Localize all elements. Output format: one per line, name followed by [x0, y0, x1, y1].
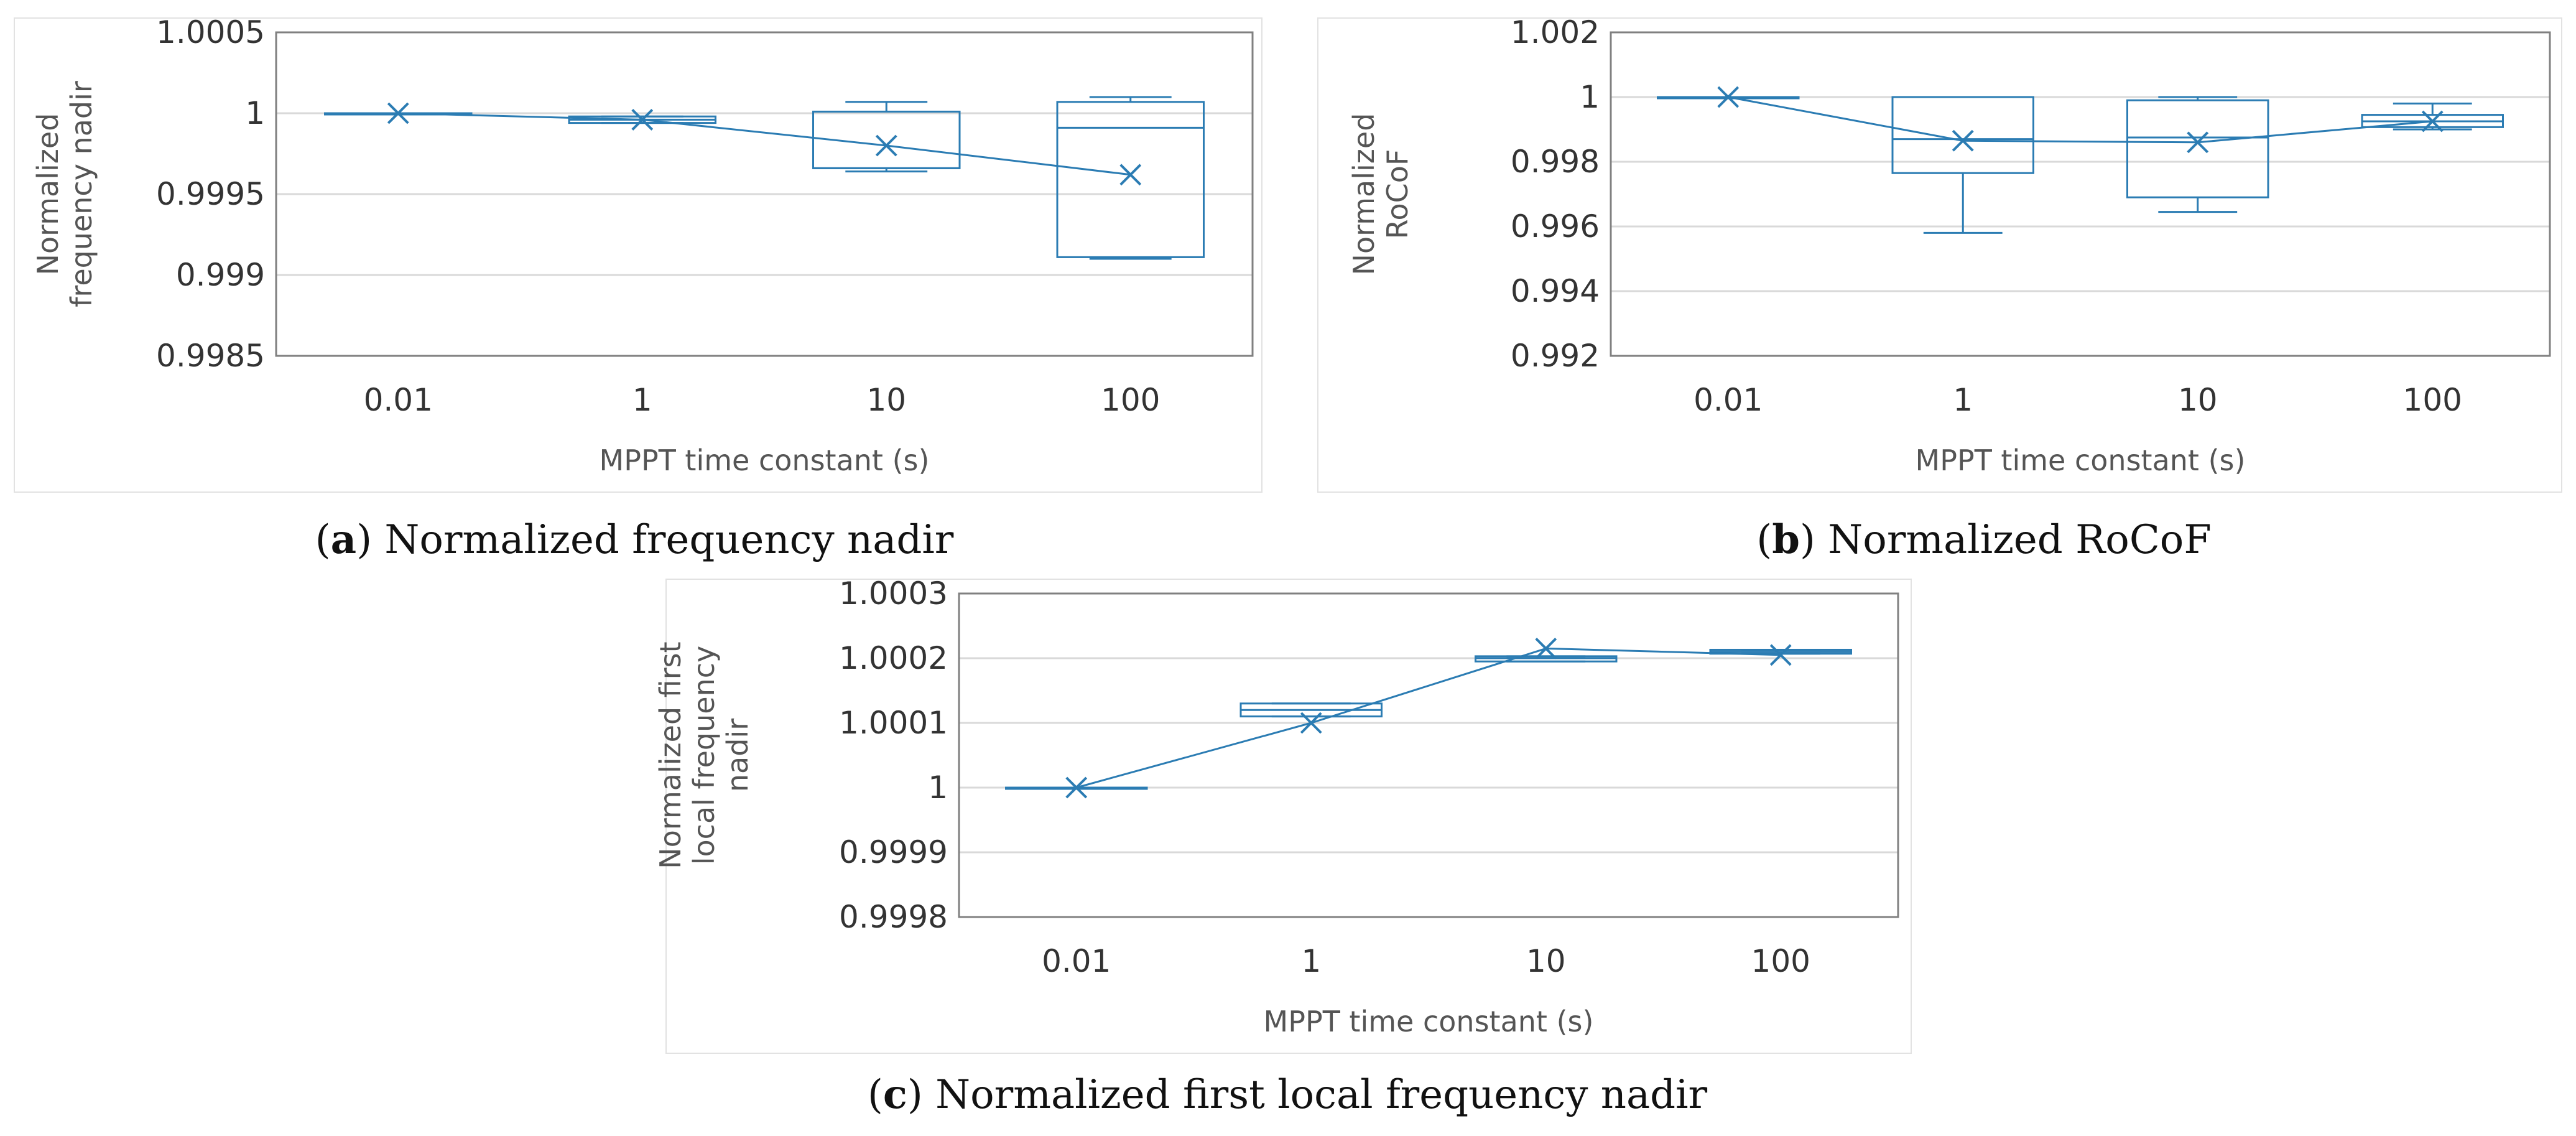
chart-a-y-axis-title: Normalizedfrequency nadir	[31, 81, 98, 307]
chart-b-mean-line	[1728, 96, 2433, 144]
chart-b-y-axis-title-line: Normalized	[1347, 113, 1381, 276]
caption-b: (b) Normalized RoCoF	[1756, 516, 2212, 563]
caption-a: (a) Normalized frequency nadir	[315, 516, 954, 563]
chart-b-box-rect	[1891, 96, 2034, 174]
chart-c-y-tick-label: 0.9998	[839, 899, 948, 935]
chart-c-y-axis-title-line: Normalized first	[654, 641, 687, 868]
chart-a-x-axis-title: MPPT time constant (s)	[600, 444, 930, 477]
chart-a-y-tick-label: 0.999	[176, 257, 265, 293]
chart-b-mean-marker-stroke	[1952, 129, 1974, 152]
chart-a-x-tick-label: 10	[866, 382, 906, 418]
chart-c-mean-marker-stroke	[1769, 644, 1792, 666]
chart-a-y-axis-title-line: frequency nadir	[65, 81, 98, 307]
chart-b-box-rect	[2126, 99, 2269, 198]
chart-a-mean-marker	[1119, 164, 1142, 186]
chart-b-y-axis-title-line: RoCoF	[1381, 149, 1414, 240]
chart-c-svg: 1.0003 1.0002 1.0001 1 0.9999 0.9998 0.01 1 10 10…	[654, 575, 1899, 1038]
chart-b-mean-marker	[1952, 129, 1974, 152]
chart-a-y-tick-label: 0.9985	[156, 338, 265, 374]
chart-c-x-tick-label: 100	[1751, 943, 1810, 979]
chart-c-mean-marker	[1065, 776, 1088, 799]
chart-a-mean-marker-stroke	[875, 134, 897, 157]
chart-c-box-2	[1475, 655, 1618, 663]
chart-panel-a: 1.0005 1 0.9995 0.999 0.9985 0.01 1 10 100 MPPT t…	[14, 14, 1263, 493]
caption-c: (c) Normalized first local frequency nad…	[867, 1071, 1708, 1118]
chart-c-mean-marker	[1300, 712, 1322, 734]
caption-c-letter: c	[883, 1071, 907, 1118]
chart-b-x-tick-label: 100	[2403, 382, 2462, 418]
chart-c-mean-marker-stroke	[1065, 776, 1088, 799]
chart-c-y-tick-label: 1	[928, 770, 948, 806]
chart-c-mean-marker-stroke	[1535, 637, 1557, 659]
chart-c-y-tick-label: 1.0002	[839, 640, 948, 676]
chart-b-x-tick-label: 0.01	[1693, 382, 1763, 418]
chart-c-y-axis-title-line: local frequency	[687, 646, 721, 865]
chart-b-mean-marker	[2187, 131, 2209, 154]
chart-b-mean-marker	[1717, 86, 1740, 108]
chart-a-mean-line	[398, 112, 1131, 176]
chart-b-svg: 1.002 1 0.998 0.996 0.994 0.992 0.01 1 10 100 MPPT…	[1347, 14, 2551, 477]
chart-b-mean-marker-stroke	[2421, 110, 2444, 133]
chart-a-box-3	[1056, 96, 1205, 260]
chart-c-mean-marker-stroke	[1300, 712, 1322, 734]
chart-a-mean-marker-stroke	[387, 102, 409, 124]
chart-a-y-tick-label: 0.9995	[156, 176, 265, 212]
chart-c-y-tick-label: 1.0001	[839, 705, 948, 741]
chart-a-x-tick-label: 100	[1101, 382, 1160, 418]
chart-b-y-axis-title: NormalizedRoCoF	[1347, 113, 1414, 276]
caption-a-letter: a	[330, 516, 357, 563]
chart-c-x-tick-label: 10	[1526, 943, 1566, 979]
chart-a-mean-marker-stroke	[631, 108, 654, 131]
chart-panel-b: 1.002 1 0.998 0.996 0.994 0.992 0.01 1 10 100 MPPT…	[1317, 14, 2562, 493]
chart-a-y-tick-label: 1	[245, 95, 265, 131]
chart-b-mean-marker-stroke	[1717, 86, 1740, 108]
chart-a-y-tick-label: 1.0005	[156, 14, 265, 50]
chart-c-x-tick-label: 0.01	[1042, 943, 1111, 979]
chart-c-y-tick-label: 1.0003	[839, 575, 948, 612]
chart-a-mean-marker	[631, 108, 654, 131]
chart-b-y-tick-label: 0.998	[1511, 144, 1600, 180]
chart-c-plot-area	[958, 592, 1899, 918]
chart-a-mean-marker-stroke	[1119, 164, 1142, 186]
chart-a-plot-area	[275, 31, 1254, 357]
chart-c-y-axis-title-line: nadir	[721, 719, 754, 792]
chart-a-mean-marker	[875, 134, 897, 157]
caption-a-text: Normalized frequency nadir	[384, 517, 954, 563]
chart-a-box-rect	[1056, 101, 1205, 258]
chart-c-mean-marker	[1769, 644, 1792, 666]
caption-b-text: Normalized RoCoF	[1828, 517, 2212, 563]
chart-b-y-tick-label: 0.992	[1511, 338, 1600, 374]
chart-b-plot-area	[1610, 31, 2551, 357]
chart-c-y-axis-title: Normalized firstlocal frequencynadir	[654, 641, 754, 868]
caption-b-letter: b	[1772, 516, 1800, 563]
chart-c-box-1	[1239, 702, 1383, 718]
chart-b-x-tick-label: 1	[1953, 382, 1973, 418]
chart-panel-c: 1.0003 1.0002 1.0001 1 0.9999 0.9998 0.01 1 10 10…	[654, 575, 1912, 1054]
chart-a-x-tick-label: 0.01	[364, 382, 433, 418]
chart-a-x-tick-label: 1	[632, 382, 652, 418]
chart-a-svg: 1.0005 1 0.9995 0.999 0.9985 0.01 1 10 100 MPPT t…	[31, 14, 1254, 477]
chart-b-box-2	[2126, 96, 2269, 213]
chart-b-x-axis-title: MPPT time constant (s)	[1916, 444, 2246, 477]
chart-b-mean-marker-stroke	[2187, 131, 2209, 154]
chart-b-box-1	[1891, 96, 2034, 234]
chart-a-box-2	[812, 101, 961, 173]
chart-b-y-tick-label: 0.994	[1511, 273, 1600, 309]
caption-c-text: Normalized first local frequency nadir	[935, 1072, 1708, 1118]
chart-b-mean-marker	[2421, 110, 2444, 133]
chart-a-y-axis-title-line: Normalized	[31, 113, 65, 276]
chart-b-y-tick-label: 1	[1580, 79, 1600, 115]
chart-b-y-tick-label: 1.002	[1511, 14, 1600, 50]
chart-c-mean-marker	[1535, 637, 1557, 659]
chart-b-y-tick-label: 0.996	[1511, 208, 1600, 244]
chart-c-mean-line	[1076, 647, 1781, 789]
chart-c-x-axis-title: MPPT time constant (s)	[1264, 1005, 1594, 1038]
chart-a-mean-marker	[387, 102, 409, 124]
chart-c-x-tick-label: 1	[1301, 943, 1321, 979]
chart-b-x-tick-label: 10	[2178, 382, 2218, 418]
chart-c-y-tick-label: 0.9999	[839, 834, 948, 870]
